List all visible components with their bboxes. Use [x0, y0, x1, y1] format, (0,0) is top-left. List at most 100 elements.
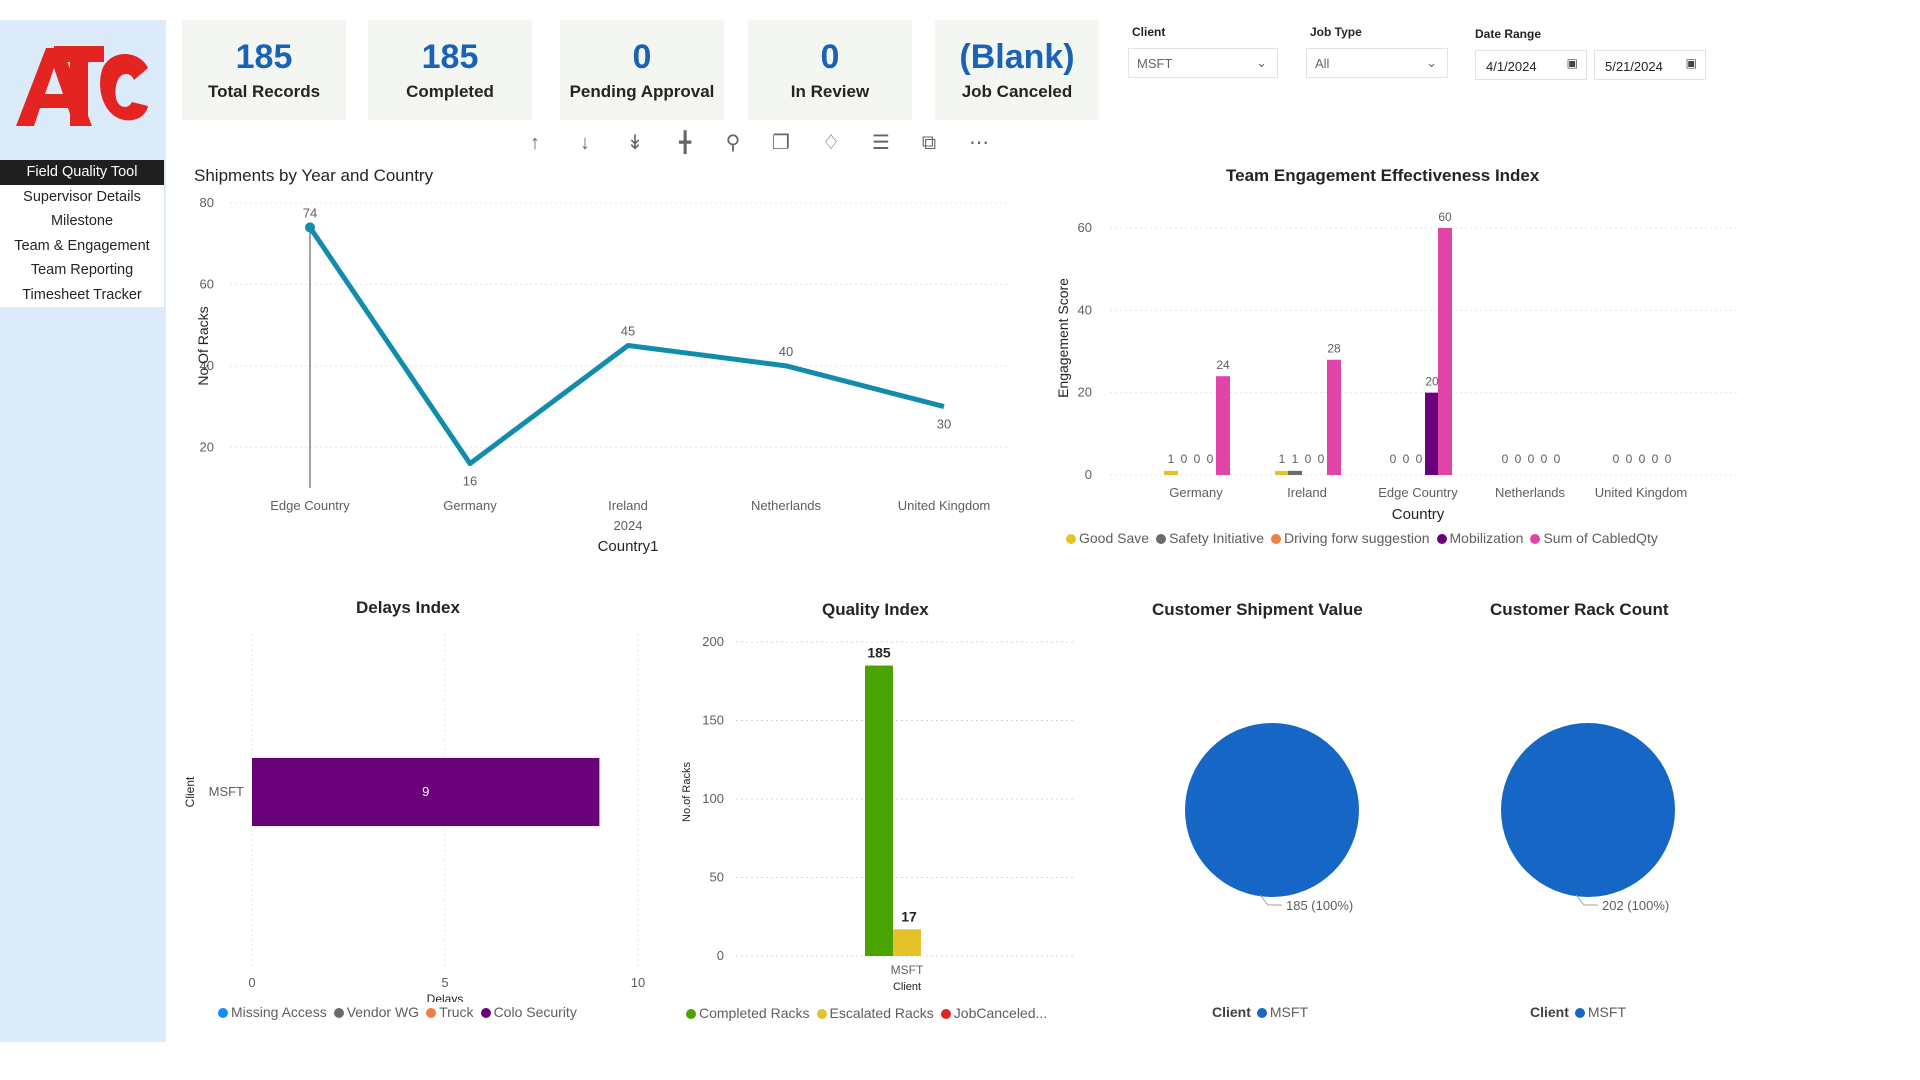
- x-axis-label: Client: [893, 981, 921, 993]
- sidebar: Field Quality Tool Supervisor Details Mi…: [0, 20, 166, 1042]
- y-tick-label: 100: [702, 791, 724, 806]
- legend-item[interactable]: Good Save: [1066, 530, 1149, 546]
- legend-dot: [480, 1008, 491, 1018]
- filter-icon[interactable]: ☰: [872, 132, 890, 154]
- shipments-chart-title: Shipments by Year and Country: [194, 166, 434, 185]
- x-tick-label: Germany: [1169, 485, 1223, 500]
- drill-down-all-icon[interactable]: ↡: [626, 132, 644, 154]
- pie-slice: [1501, 723, 1675, 897]
- bar: [1216, 376, 1230, 475]
- data-label: 40: [779, 344, 793, 359]
- data-label: 0: [1181, 452, 1188, 466]
- more-options-icon[interactable]: ⋯: [969, 132, 989, 154]
- shipment-value-legend: Client MSFT: [1212, 1004, 1308, 1020]
- kpi-label: In Review: [790, 82, 870, 101]
- legend-label: JobCanceled...: [953, 1005, 1048, 1021]
- kpi-value: 0: [632, 38, 652, 76]
- pin-icon[interactable]: ⚲: [725, 132, 741, 154]
- legend-dot: [333, 1008, 344, 1018]
- x-tick-label: Edge Country: [270, 498, 350, 513]
- quality-legend: Completed Racks Escalated Racks JobCancele…: [686, 1005, 1054, 1021]
- data-label: 60: [1438, 210, 1452, 224]
- y-tick-label: 60: [1078, 220, 1092, 235]
- focus-mode-icon[interactable]: ⧉: [921, 132, 937, 154]
- arrow-up-icon[interactable]: ↑: [530, 132, 540, 154]
- x-axis-label: Country: [1392, 506, 1445, 523]
- legend-item[interactable]: Safety Initiative: [1156, 530, 1264, 546]
- y-tick-label: 20: [200, 439, 214, 454]
- pie-slice: [1185, 723, 1359, 897]
- data-label: 45: [621, 324, 635, 339]
- data-label: 1: [1279, 452, 1286, 466]
- client-dropdown[interactable]: MSFT ⌄: [1128, 48, 1278, 78]
- legend-dot: [686, 1009, 696, 1019]
- delays-legend: Missing Access Vendor WG Truck Colo Securit…: [218, 1004, 584, 1020]
- legend-item-msft: MSFT: [1269, 1004, 1308, 1020]
- legend-dot: [1271, 534, 1281, 544]
- copy-icon[interactable]: ❐: [772, 132, 790, 154]
- y-tick-label: 20: [1078, 385, 1092, 400]
- legend-title: Client: [1530, 1004, 1569, 1020]
- nav-item-team-engagement[interactable]: Team & Engagement: [14, 237, 150, 254]
- x-tick-label: 10: [631, 975, 645, 990]
- legend-item[interactable]: Mobilization: [1436, 530, 1524, 546]
- kpi-completed: 185 Completed: [368, 20, 532, 120]
- nav-item-milestone[interactable]: Milestone: [50, 213, 114, 229]
- legend-item[interactable]: Sum of CabledQty: [1530, 530, 1658, 546]
- legend-item[interactable]: Driving forw suggestion: [1271, 530, 1430, 546]
- kpi-value: 185: [421, 38, 479, 76]
- end-date-input[interactable]: 5/21/2024 ▣: [1594, 50, 1706, 80]
- data-label: 1: [1168, 452, 1175, 466]
- kpi-value: (Blank): [959, 38, 1075, 76]
- data-label: 0: [1403, 452, 1410, 466]
- bar: [1438, 228, 1452, 475]
- legend-item[interactable]: JobCanceled...: [940, 1005, 1048, 1021]
- data-label: 24: [1216, 358, 1230, 372]
- bar: [1164, 470, 1178, 475]
- bell-icon[interactable]: ♢: [822, 132, 840, 154]
- expand-hierarchy-icon[interactable]: ╋: [678, 132, 692, 154]
- data-label: 0: [1626, 452, 1633, 466]
- delays-bar-chart: 0 5 10 Delays Client MSFT 9: [183, 634, 645, 1002]
- start-date-input[interactable]: 4/1/2024 ▣: [1475, 50, 1587, 80]
- y-tick-label: 40: [200, 358, 214, 373]
- data-label: 0: [1541, 452, 1548, 466]
- data-label: 30: [937, 417, 951, 432]
- legend-item[interactable]: Missing Access: [218, 1004, 327, 1020]
- y-tick-label: 80: [200, 195, 214, 210]
- arrow-down-icon[interactable]: ↓: [580, 132, 590, 154]
- nav-item-supervisor-details[interactable]: Supervisor Details: [23, 188, 141, 205]
- bar: [1288, 470, 1302, 475]
- y-tick-label: 0: [717, 948, 724, 963]
- legend-dot: [1156, 534, 1167, 544]
- x-tick-label: 5: [441, 975, 448, 990]
- legend-label: Mobilization: [1449, 530, 1524, 546]
- calendar-icon[interactable]: ▣: [1566, 56, 1578, 70]
- quality-chart-title: Quality Index: [822, 600, 929, 619]
- legend-label: Escalated Racks: [829, 1005, 934, 1021]
- legend-item[interactable]: Vendor WG: [333, 1004, 419, 1020]
- legend-title: Client: [1212, 1004, 1251, 1020]
- x-tick-label: Ireland: [1287, 485, 1327, 500]
- legend-item[interactable]: Colo Security: [480, 1004, 577, 1020]
- legend-item[interactable]: Truck: [426, 1004, 474, 1020]
- nav-item-field-quality-tool[interactable]: Field Quality Tool: [0, 160, 164, 185]
- nav-menu: Field Quality Tool Supervisor Details Mi…: [0, 160, 164, 307]
- leader-line: [1259, 894, 1282, 906]
- legend-label: Sum of CabledQty: [1543, 530, 1658, 546]
- calendar-icon[interactable]: ▣: [1685, 56, 1697, 70]
- y-tick-label: 150: [702, 713, 724, 728]
- data-label: 0: [1305, 452, 1312, 466]
- kpi-pending-approval: 0 Pending Approval: [560, 20, 724, 120]
- legend-item[interactable]: Completed Racks: [686, 1005, 810, 1021]
- legend-label: Colo Security: [493, 1004, 577, 1020]
- start-date-value: 4/1/2024: [1486, 59, 1537, 74]
- nav-item-timesheet-tracker[interactable]: Timesheet Tracker: [22, 286, 142, 303]
- job-type-dropdown[interactable]: All ⌄: [1306, 48, 1448, 78]
- legend-item[interactable]: Escalated Racks: [816, 1005, 934, 1021]
- x-tick-label: 0: [248, 975, 255, 990]
- nav-item-team-reporting[interactable]: Team Reporting: [30, 262, 134, 278]
- data-label: 202 (100%): [1602, 898, 1669, 913]
- data-label: 28: [1327, 342, 1341, 356]
- x-tick-label: United Kingdom: [898, 498, 991, 513]
